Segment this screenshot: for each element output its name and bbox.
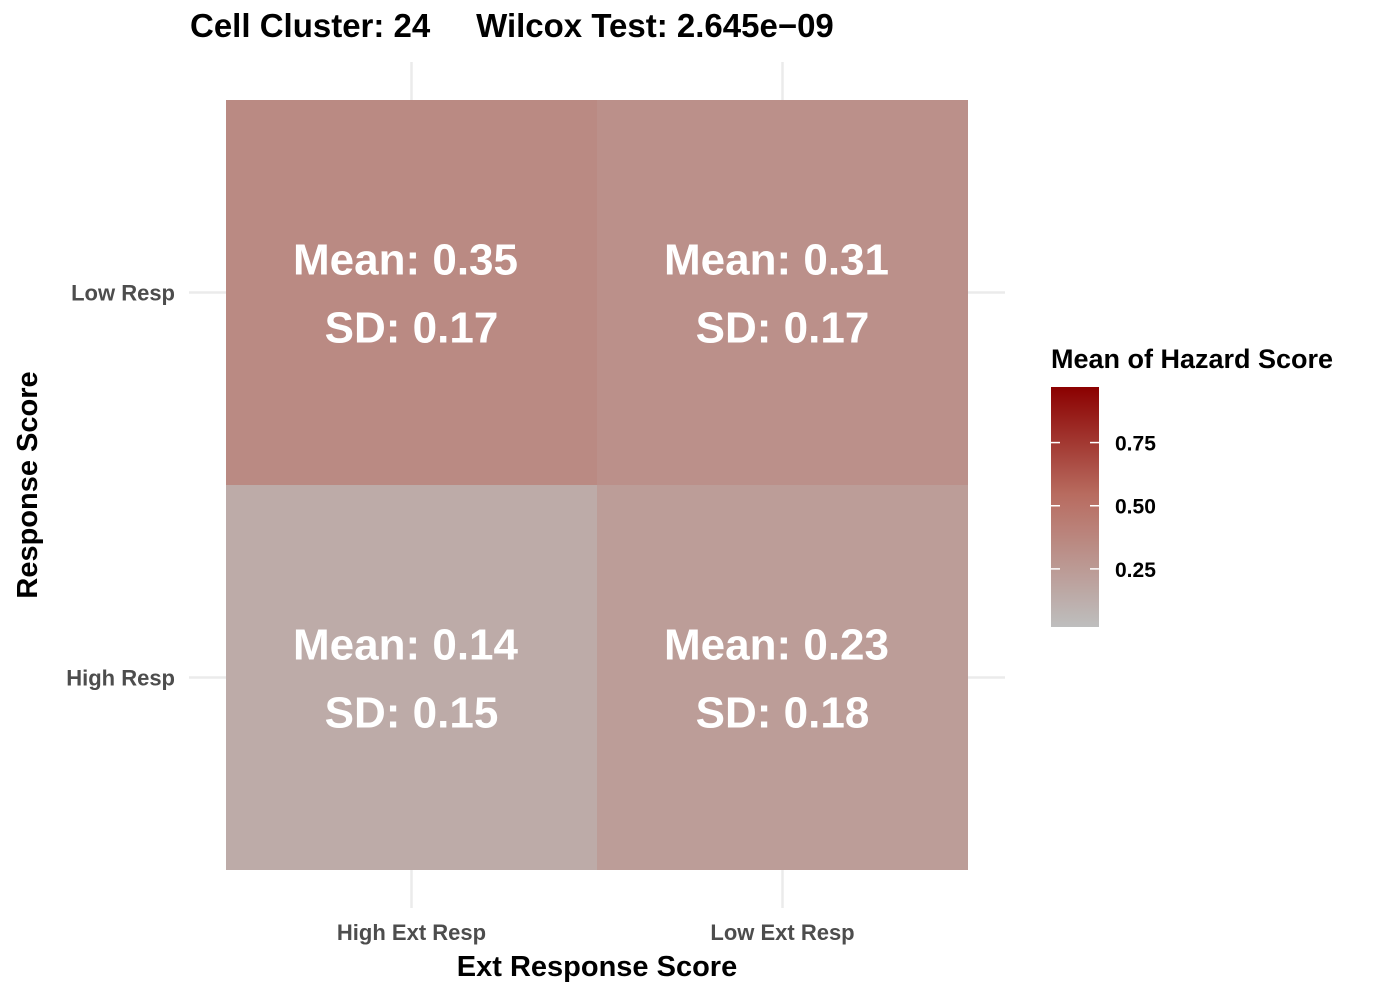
legend-title: Mean of Hazard Score <box>1051 344 1333 374</box>
cell-sd-label: SD: 0.17 <box>696 304 870 353</box>
cell-sd-label: SD: 0.18 <box>696 689 870 738</box>
cell-mean-label: Mean: 0.14 <box>293 621 519 670</box>
cell-sd-label: SD: 0.15 <box>325 689 499 738</box>
heatmap-cell <box>226 100 597 485</box>
cell-mean-label: Mean: 0.23 <box>664 621 889 670</box>
y-axis-title: Response Score <box>12 371 44 598</box>
cell-labels: Mean: 0.35 SD: 0.17 Mean: 0.31 SD: 0.17 Mean… <box>293 236 889 738</box>
cell-mean-label: Mean: 0.31 <box>664 236 889 285</box>
chart-title: Cell Cluster: 24 Wilcox Test: 2.645e−09 <box>190 7 834 44</box>
cell-mean-label: Mean: 0.35 <box>293 236 518 285</box>
legend: Mean of Hazard Score 0.25 0.50 0.75 <box>1051 344 1333 627</box>
x-tick-label: Low Ext Resp <box>710 920 854 945</box>
heatmap-cell <box>597 100 968 485</box>
x-axis-title: Ext Response Score <box>457 951 737 983</box>
x-tick-label: High Ext Resp <box>337 920 486 945</box>
legend-colorbar <box>1051 387 1099 627</box>
legend-tick-label: 0.75 <box>1115 433 1156 456</box>
heatmap-cell <box>226 485 597 870</box>
heatmap-cell <box>597 485 968 870</box>
legend-tick-label: 0.25 <box>1115 559 1156 582</box>
heatmap-cells <box>226 100 968 870</box>
legend-tick-label: 0.50 <box>1115 496 1156 519</box>
axes: Ext Response Score Response Score High E… <box>12 281 855 984</box>
cell-sd-label: SD: 0.17 <box>325 304 499 353</box>
y-tick-label: High Resp <box>66 666 175 691</box>
y-tick-label: Low Resp <box>71 281 175 306</box>
